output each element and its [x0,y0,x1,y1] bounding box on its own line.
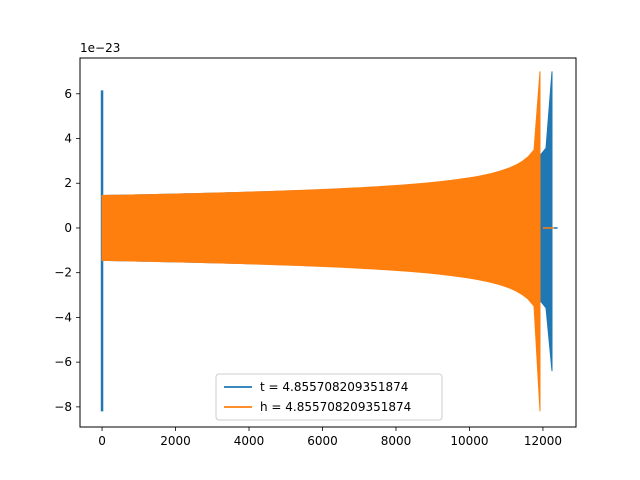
legend-label: t = 4.855708209351874 [260,380,408,394]
y-tick-label: 6 [64,87,72,101]
x-tick-label: 10000 [450,434,488,448]
y-tick-label: −8 [54,400,72,414]
y-tick-label: 4 [64,132,72,146]
plot-frame [79,57,577,428]
x-tick-label: 8000 [381,434,412,448]
x-axis: 0 2000 4000 6000 8000 10000 12000 [98,427,562,448]
legend: t = 4.855708209351874 h = 4.8557082093518… [215,373,443,421]
y-tick-label: 2 [64,176,72,190]
y-offset-label: 1e−23 [80,41,120,55]
series-layer [100,71,558,412]
y-tick-label: 0 [64,221,72,235]
legend-box [215,373,443,421]
y-tick-label: −4 [54,310,72,324]
series-envelope [101,71,541,412]
x-tick-label: 12000 [524,434,562,448]
y-tick-label: −6 [54,355,72,369]
legend-label: h = 4.855708209351874 [260,400,411,414]
series-h-line [101,71,554,412]
y-tick-label: −2 [54,266,72,280]
x-tick-label: 6000 [307,434,338,448]
x-tick-label: 0 [98,434,106,448]
x-tick-label: 4000 [234,434,265,448]
x-tick-label: 2000 [160,434,191,448]
y-axis: −8 −6 −4 −2 0 2 4 6 [54,87,80,414]
